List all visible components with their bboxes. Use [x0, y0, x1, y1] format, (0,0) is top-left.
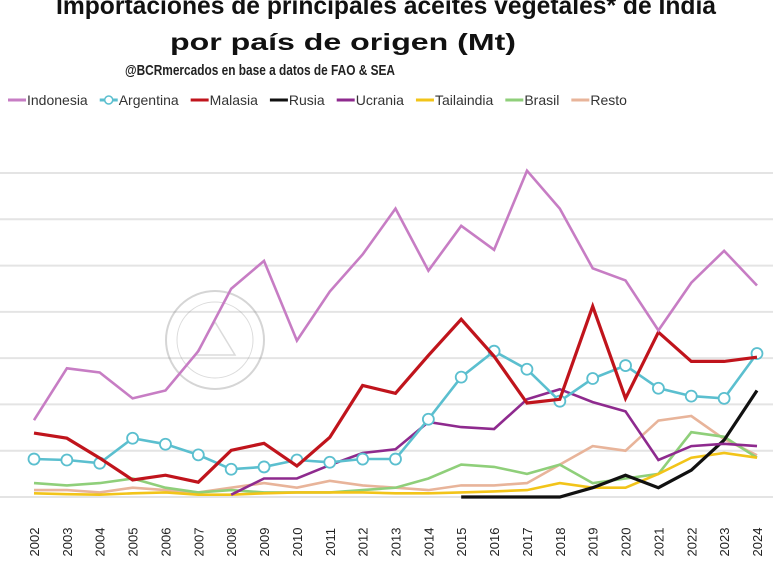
legend-label: Resto	[590, 92, 627, 108]
data-point	[27, 452, 41, 466]
x-tick-label: 2003	[60, 528, 75, 557]
x-tick-label: 2009	[257, 528, 272, 557]
legend-item-resto: Resto	[571, 92, 627, 108]
x-tick-label: 2012	[356, 528, 371, 557]
chart-subtitle: @BCRmercados en base a datos de FAO & SE…	[125, 62, 395, 79]
legend-label: Indonesia	[27, 92, 88, 108]
x-tick-label: 2004	[93, 528, 108, 557]
legend-item-malasia: Malasia	[190, 92, 258, 108]
series-argentina	[27, 344, 764, 476]
series-indonesia	[32, 168, 758, 421]
x-tick-label: 2020	[619, 528, 634, 557]
x-tick-label: 2005	[126, 528, 141, 557]
chart-title-line2: por país de origen (Mt)	[170, 29, 516, 55]
series-brasil	[33, 430, 758, 494]
data-point	[323, 455, 337, 469]
legend: Indonesia Argentina Malasia Rusia Ucrania Tai…	[8, 92, 627, 108]
x-tick-label: 2015	[454, 528, 469, 557]
series-malasia	[33, 301, 758, 484]
series-line	[33, 451, 758, 497]
data-point	[520, 362, 534, 376]
x-tick-label: 2014	[421, 528, 436, 557]
series-line	[33, 430, 758, 494]
data-point	[454, 370, 468, 384]
x-axis-ticks: 2002 2003 2004 2005 2006 2007 2008 2009 2010 2011…	[27, 528, 765, 557]
data-point	[126, 431, 139, 445]
data-point	[421, 412, 435, 426]
legend-label: Brasil	[524, 92, 559, 108]
legend-label: Tailaindia	[435, 92, 494, 108]
x-tick-label: 2011	[323, 528, 338, 556]
series-lines	[27, 168, 764, 499]
data-point	[717, 392, 731, 405]
data-point	[586, 372, 600, 385]
data-point	[684, 389, 698, 403]
chart-title: Importaciones de principales aceites veg…	[56, 0, 717, 20]
legend-label: Malasia	[210, 92, 258, 108]
data-point	[60, 453, 74, 467]
data-point	[159, 437, 172, 451]
x-tick-label: 2022	[684, 528, 699, 557]
legend-item-rusia: Rusia	[269, 92, 325, 108]
legend-item-brasil: Brasil	[505, 92, 559, 108]
series-ucrania	[230, 387, 758, 496]
legend-item-ucrania: Ucrania	[336, 92, 404, 108]
series-line	[461, 389, 759, 499]
legend-label: Rusia	[289, 92, 325, 108]
series-tailaindia	[33, 451, 758, 497]
legend-label: Argentina	[119, 92, 179, 108]
x-tick-label: 2008	[224, 528, 239, 557]
x-tick-label: 2021	[651, 528, 666, 557]
x-tick-label: 2024	[750, 528, 765, 557]
series-line	[33, 301, 758, 484]
x-tick-label: 2018	[553, 528, 568, 557]
legend-item-argentina: Argentina	[99, 92, 179, 108]
x-tick-label: 2010	[290, 528, 305, 557]
x-tick-label: 2016	[487, 528, 502, 557]
data-point	[356, 452, 370, 466]
data-point	[224, 462, 238, 476]
series-rusia	[461, 389, 759, 499]
x-tick-label: 2023	[717, 528, 732, 557]
data-point	[257, 460, 271, 474]
legend-item-tailaindia: Tailaindia	[415, 92, 494, 108]
legend-item-indonesia: Indonesia	[8, 92, 88, 108]
x-tick-label: 2017	[520, 528, 535, 557]
x-tick-label: 2013	[389, 528, 404, 557]
series-line	[32, 168, 758, 421]
data-point	[389, 452, 402, 466]
data-point	[619, 359, 632, 372]
gridlines	[0, 172, 773, 498]
series-line	[230, 387, 758, 496]
x-tick-label: 2006	[158, 528, 173, 557]
legend-label: Ucrania	[356, 92, 404, 108]
x-tick-label: 2002	[27, 528, 42, 557]
x-tick-label: 2007	[191, 528, 206, 557]
x-tick-label: 2019	[586, 528, 601, 557]
legend-marker	[103, 95, 114, 105]
data-point	[191, 448, 205, 462]
data-point	[652, 381, 665, 395]
